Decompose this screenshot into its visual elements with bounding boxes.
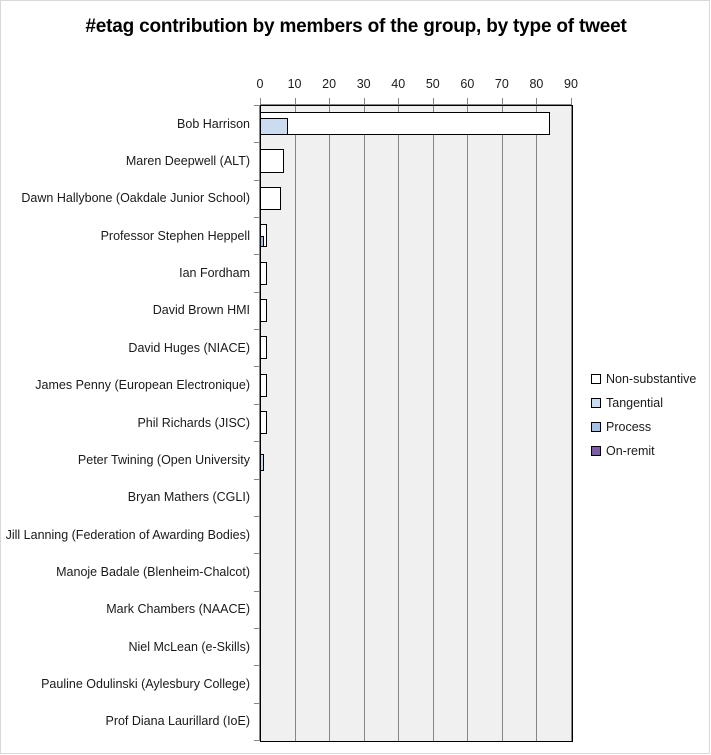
y-tick-mark [254, 665, 260, 667]
y-tick-mark [254, 590, 260, 592]
legend-item-label: Tangential [606, 396, 663, 410]
x-tick-mark [432, 98, 434, 104]
category-label: Niel McLean (e-Skills) [128, 639, 250, 654]
category-label: Maren Deepwell (ALT) [125, 154, 250, 169]
bar-segment [260, 454, 264, 472]
gridline-vertical [536, 106, 538, 741]
gridline-vertical [294, 106, 296, 741]
legend-item-label: Process [606, 420, 652, 434]
y-tick-mark [254, 254, 260, 256]
gridline-vertical [432, 106, 434, 741]
chart-title: #etag contribution by members of the gro… [85, 16, 627, 37]
y-tick-mark [254, 515, 260, 517]
legend-item-label: On-remit [606, 444, 655, 458]
x-tick-mark [260, 98, 261, 104]
x-tick-mark [398, 98, 400, 104]
legend-item[interactable]: Process [591, 415, 709, 439]
legend-swatch-icon [591, 446, 601, 456]
x-tick-mark [294, 98, 296, 104]
bar-segment [260, 186, 281, 210]
category-label: Peter Twining (Open University [77, 452, 250, 467]
legend-item[interactable]: Tangential [591, 391, 709, 415]
gridline-vertical [329, 106, 331, 741]
bar-segment [260, 149, 285, 173]
category-label: Bob Harrison [177, 116, 250, 131]
y-tick-mark [254, 740, 260, 741]
category-label: David Brown HMI [152, 303, 250, 318]
bar-segment [260, 112, 551, 136]
bar-segment [260, 235, 264, 248]
x-tick-mark [363, 98, 365, 104]
category-label: Prof Diana Laurillard (IoE) [105, 714, 250, 729]
bar-segment [260, 261, 267, 285]
gridline-vertical [501, 106, 503, 741]
x-tick-mark [501, 98, 503, 104]
legend-swatch-icon [591, 374, 601, 384]
y-tick-mark [254, 142, 260, 144]
legend-swatch-icon [591, 398, 601, 408]
chart-legend: Non-substantive Tangential Process On-remit [591, 367, 709, 463]
x-tick-label: 50 [425, 77, 440, 91]
y-tick-mark [254, 441, 260, 443]
y-tick-mark [254, 627, 260, 629]
bar-segment [260, 410, 267, 435]
plot-area [260, 105, 573, 742]
y-tick-mark [254, 553, 260, 555]
category-label: Phil Richards (JISC) [137, 415, 250, 430]
x-tick-label: 40 [391, 77, 406, 91]
bar-segment [260, 373, 267, 397]
legend-item[interactable]: Non-substantive [591, 367, 709, 391]
y-tick-mark [254, 329, 260, 331]
category-label: Manoje Badale (Blenheim-Chalcot) [56, 564, 250, 579]
category-label: Pauline Odulinski (Aylesbury College) [41, 676, 250, 691]
x-axis-line [260, 104, 572, 105]
y-tick-mark [254, 217, 260, 219]
category-label: Ian Fordham [179, 266, 250, 281]
y-tick-mark [254, 179, 260, 181]
x-tick-mark [329, 98, 331, 104]
category-label: Mark Chambers (NAACE) [106, 602, 250, 617]
x-tick-label: 0 [256, 77, 264, 91]
legend-item-label: Non-substantive [606, 372, 697, 386]
category-label: James Penny (European Electronique) [35, 378, 250, 393]
y-tick-mark [254, 366, 260, 368]
y-tick-mark [254, 291, 260, 293]
x-tick-mark [571, 98, 572, 104]
x-tick-label: 30 [356, 77, 371, 91]
bar-segment [260, 117, 288, 136]
y-tick-mark [254, 403, 260, 405]
category-label: Bryan Mathers (CGLI) [127, 490, 250, 505]
x-tick-label: 90 [564, 77, 578, 91]
gridline-vertical [571, 106, 572, 741]
y-tick-mark [254, 478, 260, 480]
x-tick-label: 60 [460, 77, 475, 91]
legend-swatch-icon [591, 422, 601, 432]
legend-item[interactable]: On-remit [591, 439, 709, 463]
x-tick-label: 10 [287, 77, 302, 91]
gridline-vertical [398, 106, 400, 741]
category-label: Jill Lanning (Federation of Awarding Bod… [5, 527, 250, 542]
bar-segment [260, 298, 267, 323]
x-tick-mark [467, 98, 469, 104]
y-tick-mark [254, 702, 260, 704]
bar-segment [260, 336, 267, 360]
x-tick-label: 70 [494, 77, 509, 91]
x-tick-label: 20 [322, 77, 337, 91]
category-label: Professor Stephen Heppell [100, 228, 250, 243]
gridline-vertical [467, 106, 469, 741]
y-tick-mark [254, 105, 260, 106]
category-label: Dawn Hallybone (Oakdale Junior School) [21, 191, 250, 206]
category-label: David Huges (NIACE) [128, 340, 250, 355]
x-tick-label: 80 [529, 77, 544, 91]
y-axis-line [259, 105, 260, 741]
gridline-vertical [363, 106, 365, 741]
x-tick-mark [536, 98, 538, 104]
